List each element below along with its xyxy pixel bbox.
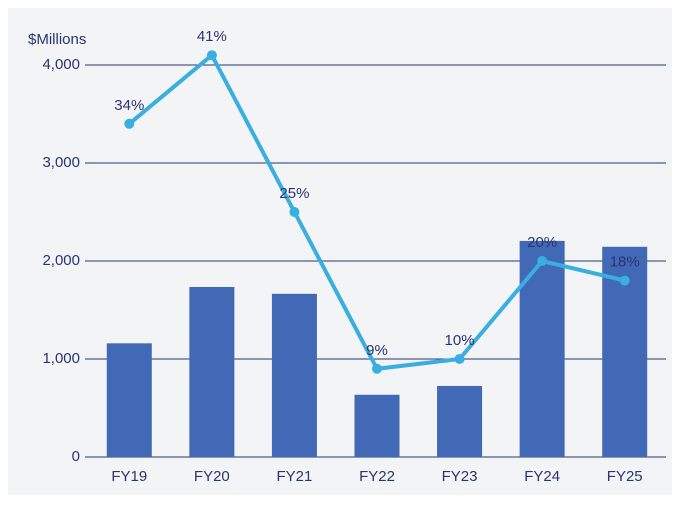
line-point — [206, 50, 217, 61]
line-point — [454, 354, 465, 364]
line-point — [537, 256, 548, 266]
y-tick-label: 0 — [72, 448, 80, 465]
y-tick-label: 4,000 — [42, 56, 80, 73]
line-point — [372, 363, 382, 374]
data-label: 34% — [114, 97, 144, 114]
x-tick-label: FY20 — [194, 468, 230, 485]
bar — [106, 343, 152, 457]
bar — [437, 385, 483, 457]
data-label: 20% — [527, 234, 557, 251]
x-tick-label: FY19 — [111, 468, 147, 485]
bar — [354, 394, 400, 457]
y-tick-label: 2,000 — [42, 252, 80, 269]
x-tick-label: FY23 — [442, 468, 478, 485]
line-point — [289, 207, 300, 217]
y-tick-label: 3,000 — [42, 154, 80, 171]
bar — [519, 240, 565, 457]
line-point — [619, 275, 630, 286]
y-axis-label: $Millions — [28, 31, 86, 48]
x-tick-label: FY25 — [607, 468, 643, 485]
x-tick-label: FY22 — [359, 468, 395, 485]
x-tick-label: FY24 — [524, 468, 560, 485]
data-label: 18% — [610, 254, 640, 271]
bar — [189, 286, 235, 457]
data-label: 10% — [445, 332, 475, 349]
line-point — [124, 118, 135, 129]
data-label: 25% — [279, 185, 309, 202]
x-tick-label: FY21 — [276, 468, 312, 485]
bar — [271, 293, 317, 457]
y-tick-label: 1,000 — [42, 350, 80, 367]
data-label: 41% — [197, 28, 227, 45]
data-label: 9% — [366, 342, 388, 359]
